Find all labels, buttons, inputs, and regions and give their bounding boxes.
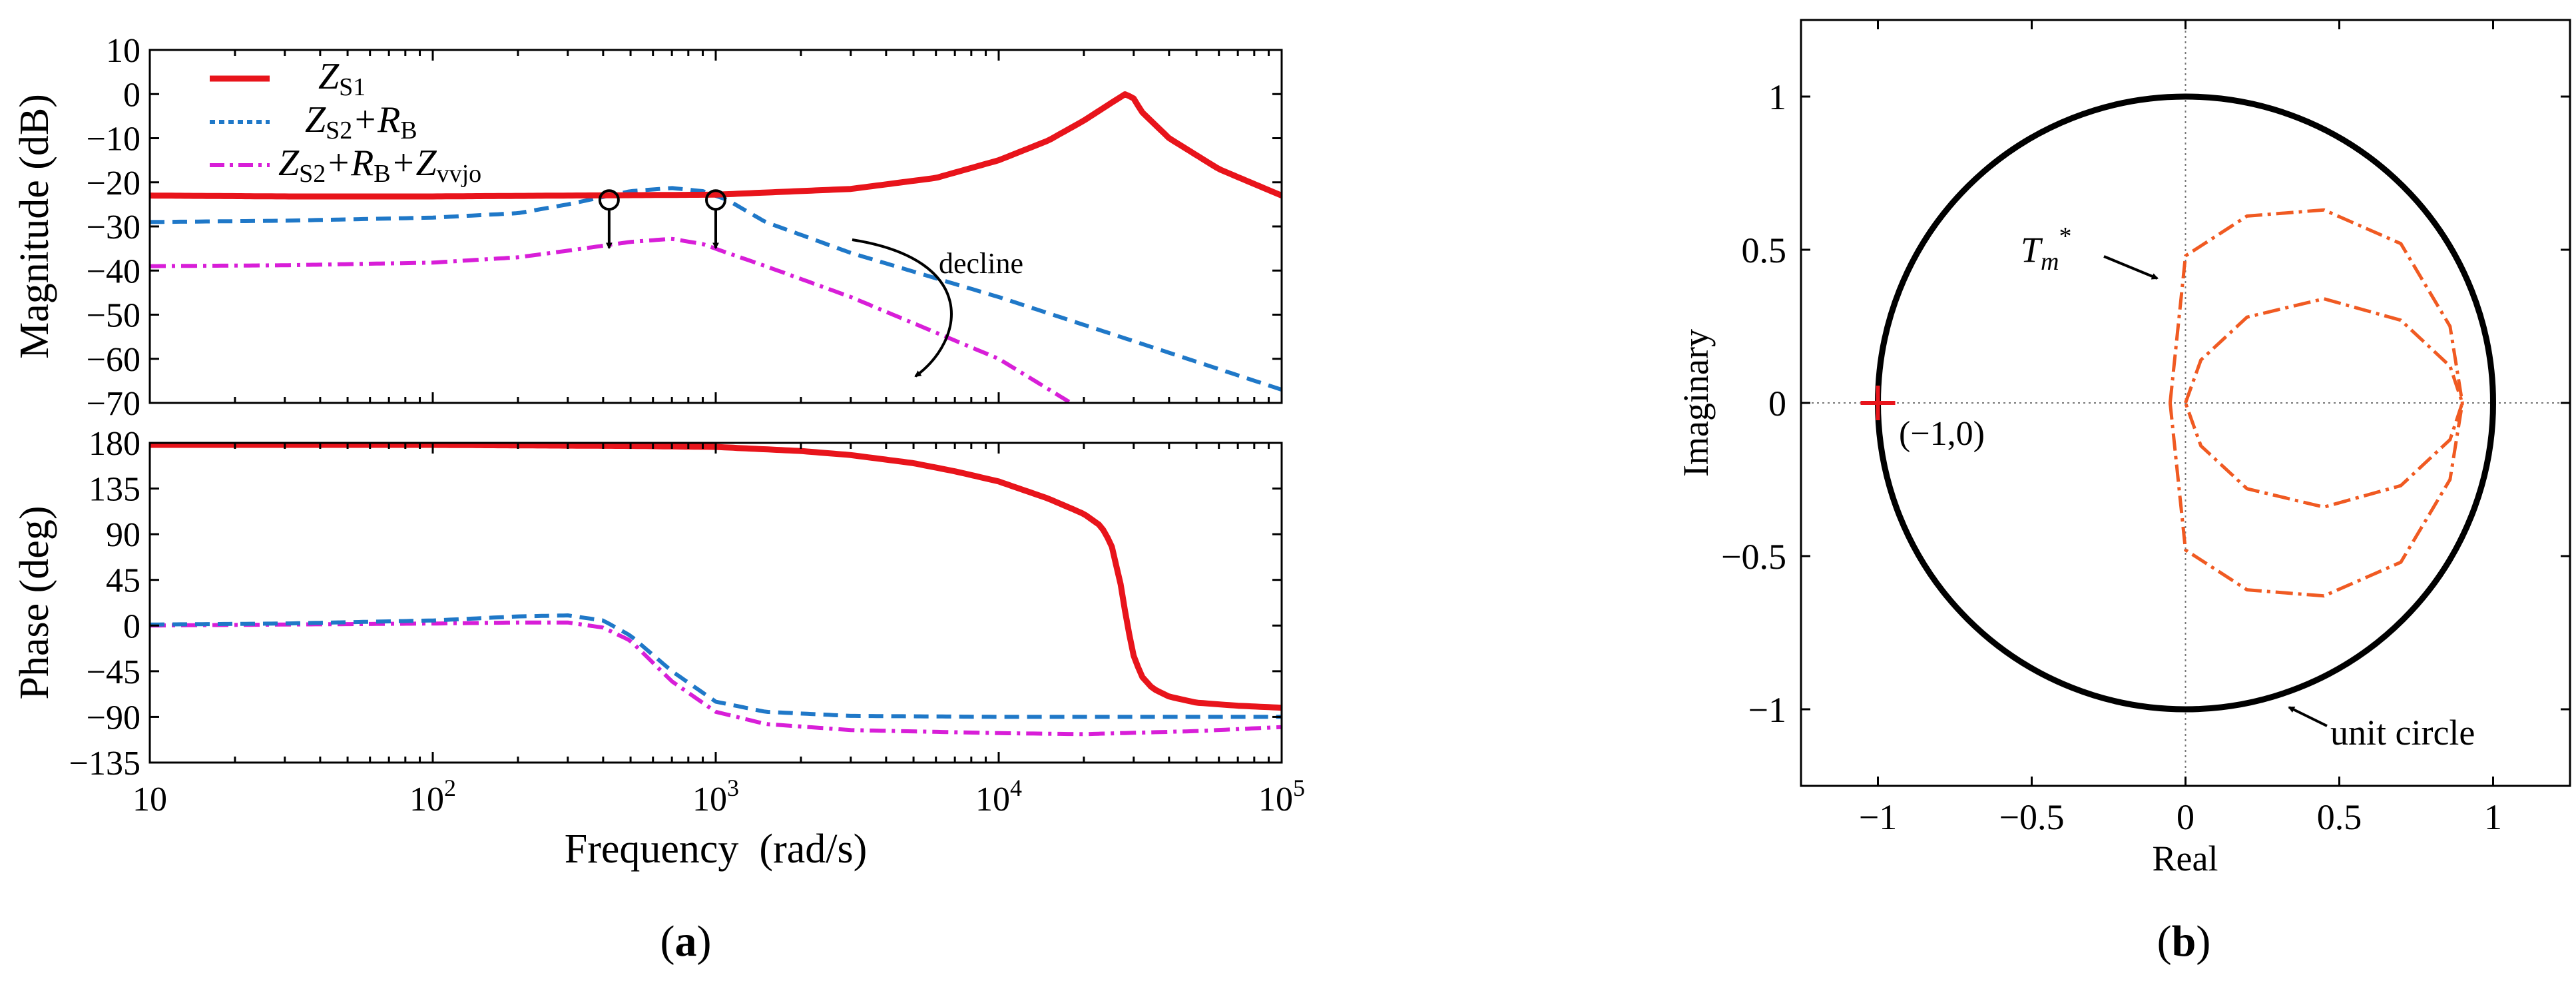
nyquist-panel: −1 −0.5 0 0.5 1 1 0.5 0 −0.5 −1 Imaginary Real (−… (1676, 19, 2571, 878)
magnitude-ytick-label: −50 (87, 297, 140, 335)
phase-ytick-label: 45 (106, 562, 140, 600)
magnitude-line-z-s1 (150, 91, 1282, 200)
caption-b: (b) (2157, 917, 2211, 966)
magnitude-ytick-label: −30 (87, 208, 140, 246)
legend-label-z-vvjo: ZS2+RB+Zvvjo (278, 143, 481, 188)
magnitude-ylabel: Magnitude (dB) (12, 94, 57, 359)
phase-ytick-label: 90 (106, 516, 140, 554)
phase-ylabel: Phase (deg) (12, 506, 57, 700)
phase-ytick-label: −135 (69, 745, 140, 783)
unit-circle-label: unit circle (2330, 713, 2475, 753)
tm-outer-lobe (2168, 208, 2464, 598)
magnitude-ytick-label: −20 (87, 164, 140, 202)
tm-inner-lobe (2184, 297, 2464, 509)
legend-label-z-s1: ZS1 (318, 56, 366, 101)
magnitude-ytick-label: −10 (87, 121, 140, 159)
frequency-xtick-label: 105 (1258, 775, 1305, 819)
phase-line-z-s1 (150, 443, 1282, 711)
frequency-xlabel: Frequency (rad/s) (565, 826, 868, 872)
nyquist-xtick-label: −1 (1859, 797, 1897, 837)
phase-ytick-label: 135 (89, 471, 140, 509)
nyquist-xtick-label: −0.5 (1999, 797, 2065, 837)
frequency-xtick-label: 10 (132, 781, 167, 819)
legend-label-z-s2-rb: ZS2+RB (305, 99, 417, 145)
magnitude-ytick-label: −60 (87, 341, 140, 379)
nyquist-ytick-label: −0.5 (1721, 537, 1786, 577)
phase-line-z-s2-r-b (150, 613, 1282, 719)
tm-arrow (2103, 255, 2159, 280)
phase-ytick-label: 180 (89, 425, 140, 463)
decline-arrow (852, 238, 953, 378)
decline-label: decline (939, 247, 1023, 280)
magnitude-ytick-label: −40 (87, 252, 140, 290)
caption-a: (a) (660, 917, 712, 966)
phase-ytick-label: 0 (123, 607, 140, 645)
tm-label: Tm* (2021, 222, 2072, 276)
nyquist-ytick-label: 0.5 (1742, 230, 1787, 270)
nyquist-xlabel: Real (2153, 838, 2218, 878)
nyquist-xtick-label: 0 (2177, 797, 2194, 837)
magnitude-ytick-label: −70 (87, 385, 140, 423)
magnitude-line-z-s2-r-b-z-vvjo (150, 236, 1073, 403)
magnitude-ytick-label: 10 (106, 32, 140, 70)
phase-ytick-label: −90 (87, 699, 140, 737)
nyquist-xtick-label: 0.5 (2317, 797, 2362, 837)
frequency-xtick-label: 104 (975, 775, 1022, 819)
phase-line-z-s2-r-b-z-vvjo (150, 620, 1282, 737)
magnitude-panel: 100−10−20−30−40−50−60−70 Magnitude (dB) … (12, 32, 1283, 423)
magnitude-ytick-label: 0 (123, 76, 140, 114)
nyquist-ytick-label: 1 (1768, 77, 1786, 117)
nyquist-ylabel: Imaginary (1676, 329, 1716, 477)
unit-circle-arrow (2288, 706, 2328, 727)
frequency-xtick-label: 103 (692, 775, 739, 819)
frequency-xtick-label: 102 (409, 775, 456, 819)
phase-ytick-label: −45 (87, 653, 140, 691)
magnitude-legend: ZS1 ZS2+RB ZS2+RB+Zvvjo (210, 56, 481, 188)
nyquist-xtick-label: 1 (2484, 797, 2502, 837)
critical-point-label: (−1,0) (1899, 415, 1985, 453)
nyquist-ytick-label: 0 (1768, 384, 1786, 424)
phase-frame (148, 442, 1283, 764)
nyquist-ytick-label: −1 (1748, 690, 1786, 730)
